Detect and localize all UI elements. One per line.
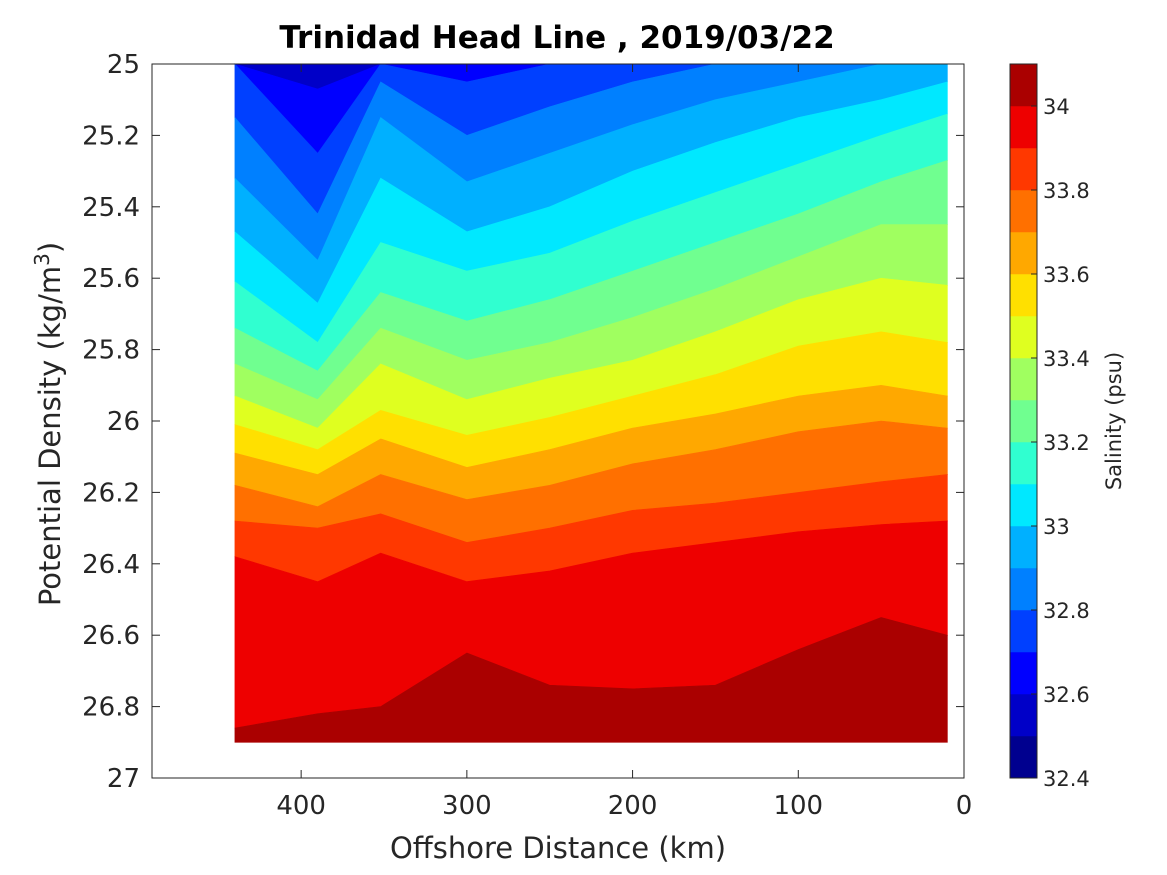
y-tick-label: 26.4 xyxy=(82,550,140,580)
colorbar-swatch xyxy=(1009,399,1038,443)
salinity-band-34.0-34.1 xyxy=(234,617,948,743)
colorbar-swatch xyxy=(1009,105,1038,149)
colorbar-swatch xyxy=(1009,441,1038,485)
y-tick-label: 26.6 xyxy=(82,621,140,651)
x-axis: 400 300 200 100 0 xyxy=(276,64,972,821)
colorbar-box xyxy=(1009,63,1038,779)
x-tick-label: 200 xyxy=(608,791,658,821)
colorbar-swatch xyxy=(1009,189,1038,233)
colorbar-tick-label: 33.6 xyxy=(1043,263,1090,287)
colorbar-tick-label: 33.4 xyxy=(1043,347,1090,371)
plot-area xyxy=(233,63,948,743)
x-tick-label: 0 xyxy=(956,791,973,821)
colorbar-swatch xyxy=(1009,273,1038,317)
colorbar-tick-label: 33 xyxy=(1043,515,1070,539)
y-axis-label-superscript: 3 xyxy=(30,253,54,266)
y-tick-label: 27 xyxy=(107,764,140,794)
chart-title: Trinidad Head Line , 2019/03/22 xyxy=(279,20,834,56)
colorbar-swatch xyxy=(1009,609,1038,653)
colorbar-swatch xyxy=(1009,651,1038,695)
y-tick-label: 25.4 xyxy=(82,193,140,223)
colorbar-swatch xyxy=(1009,693,1038,737)
colorbar-tick-label: 32.6 xyxy=(1043,683,1090,707)
y-tick-label: 26 xyxy=(107,407,140,437)
y-tick-label: 25.6 xyxy=(82,264,140,294)
colorbar-swatch xyxy=(1009,567,1038,611)
colorbar-tick-label: 32.4 xyxy=(1043,767,1090,791)
colorbar-swatch xyxy=(1009,357,1038,401)
y-axis-label: Potential Density (kg/m3) xyxy=(30,242,67,606)
colorbar-tick-label: 34 xyxy=(1043,95,1070,119)
y-axis-label-close: ) xyxy=(33,242,67,253)
x-tick-label: 300 xyxy=(442,791,492,821)
y-tick-label: 26.8 xyxy=(82,693,140,723)
colorbar-swatch xyxy=(1009,231,1038,275)
colorbar: 32.4 32.6 32.8 33 33.2 33.4 33.6 33.8 34 xyxy=(1009,63,1090,791)
colorbar-swatch xyxy=(1009,315,1038,359)
colorbar-label: Salinity (psu) xyxy=(1102,352,1126,490)
x-axis-label: Offshore Distance (km) xyxy=(390,831,726,865)
colorbar-tick-label: 33.2 xyxy=(1043,431,1090,455)
colorbar-tick-label: 33.8 xyxy=(1043,179,1090,203)
y-tick-label: 25.8 xyxy=(82,336,140,366)
y-axis-label-main: Potential Density (kg/m xyxy=(33,266,67,606)
y-tick-label: 26.2 xyxy=(82,478,140,508)
colorbar-swatch xyxy=(1009,147,1038,191)
x-tick-label: 400 xyxy=(276,791,326,821)
y-axis: 25 25.2 25.4 25.6 25.8 26 26.2 26.4 26.6 26.8 27 xyxy=(82,50,964,794)
colorbar-swatch xyxy=(1009,483,1038,527)
colorbar-swatch xyxy=(1009,525,1038,569)
colorbar-swatch xyxy=(1009,735,1038,779)
colorbar-swatch xyxy=(1009,63,1038,107)
colorbar-tick-label: 32.8 xyxy=(1043,599,1090,623)
y-tick-label: 25 xyxy=(107,50,140,80)
x-tick-label: 100 xyxy=(773,791,823,821)
y-tick-label: 25.2 xyxy=(82,121,140,151)
